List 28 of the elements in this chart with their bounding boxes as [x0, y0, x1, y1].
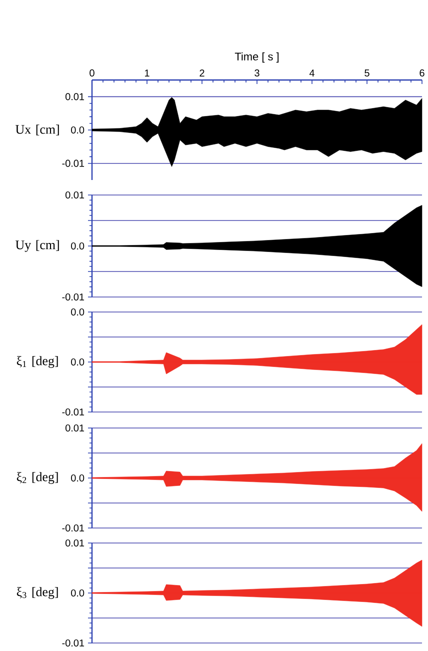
y-tick-label: 0.01 [65, 424, 84, 432]
x-tick-label: 4 [309, 70, 314, 76]
y-tick-label: 0.0 [71, 242, 84, 250]
y-axis-title: ξ$_{1}$ [deg] [16, 356, 58, 368]
y-axis-title: ξ$_{3}$ [deg] [16, 587, 58, 599]
y-tick-label: 0.0 [71, 126, 84, 134]
y-tick-label: -0.01 [62, 639, 84, 647]
y-tick-label: 0.01 [65, 539, 84, 547]
x-tick-label: 0 [90, 69, 94, 76]
y-tick-label: 0.01 [65, 93, 84, 100]
y-axis-title: Ux [cm] [15, 124, 59, 136]
y-tick-label: 0.0 [71, 474, 84, 482]
y-tick-label: -0.01 [62, 160, 84, 167]
x-tick-label: 1 [144, 70, 150, 76]
x-tick-label: 6 [420, 69, 424, 76]
x-tick-label: 5 [364, 70, 370, 76]
y-tick-label: 0.0 [71, 589, 84, 597]
x-tick-label: 2 [200, 70, 204, 76]
y-tick-label: -0.01 [62, 293, 84, 301]
y-axis-title: ξ$_{2}$ [deg] [16, 472, 58, 484]
y-tick-label: 0.0 [71, 358, 84, 366]
y-tick-label: -0.01 [62, 524, 84, 532]
y-tick-label: -0.01 [62, 408, 84, 416]
y-tick-label: 0.01 [65, 191, 84, 199]
y-axis-title: Uy [cm] [15, 240, 59, 252]
x-axis-title: Time [ s ] [234, 52, 279, 63]
x-tick-label: 3 [254, 69, 260, 76]
y-tick-label: 0.0 [71, 308, 84, 316]
